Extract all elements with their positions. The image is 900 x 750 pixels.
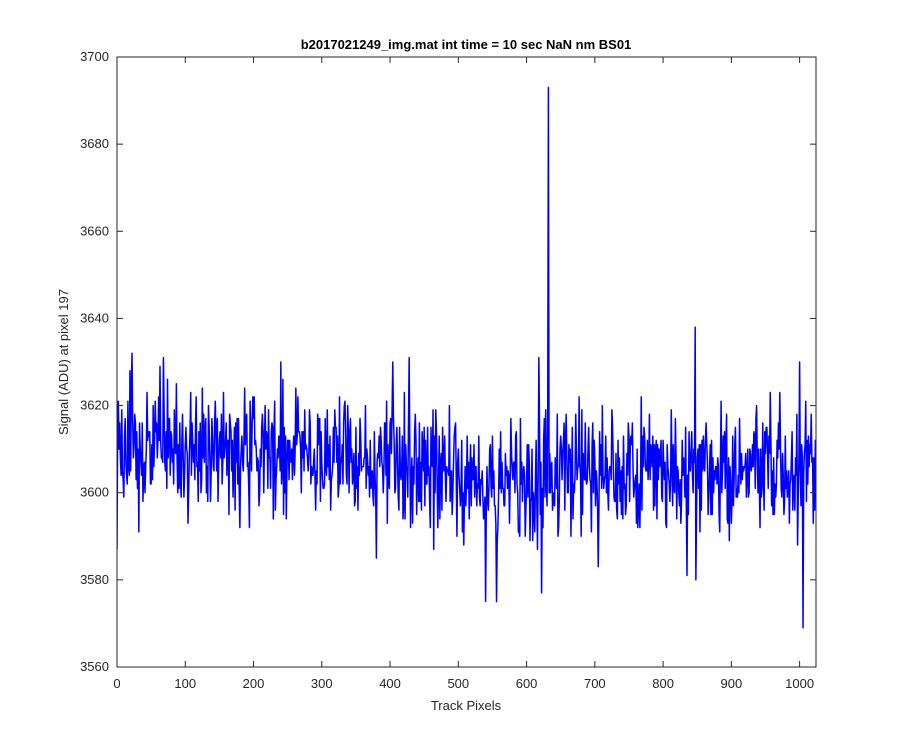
x-tick-label: 800	[652, 676, 674, 691]
x-tick-label: 300	[311, 676, 333, 691]
y-axis: 3560 3580 3600 3620 3640 3660 3680 3700	[80, 49, 816, 674]
signal-series-line	[117, 86, 816, 629]
x-tick-label: 600	[516, 676, 538, 691]
y-tick-label: 3640	[80, 310, 109, 325]
x-tick-label: 400	[379, 676, 401, 691]
y-tick-label: 3660	[80, 223, 109, 238]
y-tick-label: 3600	[80, 485, 109, 500]
plot-area	[117, 57, 816, 667]
y-tick-label: 3700	[80, 49, 109, 64]
y-tick-label: 3580	[80, 572, 109, 587]
x-tick-label: 900	[721, 676, 743, 691]
x-tick-label: 1000	[785, 676, 814, 691]
series-layer	[117, 86, 816, 629]
x-tick-label: 100	[174, 676, 196, 691]
plot-frame	[116, 56, 817, 668]
chart-title: b2017021249_img.mat int time = 10 sec Na…	[301, 37, 632, 52]
x-tick-label: 200	[243, 676, 265, 691]
x-tick-label: 500	[447, 676, 469, 691]
x-tick-label: 0	[113, 676, 120, 691]
y-axis-label: Signal (ADU) at pixel 197	[56, 289, 71, 435]
x-axis-label: Track Pixels	[431, 698, 502, 713]
y-tick-label: 3620	[80, 398, 109, 413]
x-axis: 0 100 200 300 400 500 600 700 800 900 1000	[113, 57, 814, 691]
y-tick-label: 3560	[80, 659, 109, 674]
x-tick-label: 700	[584, 676, 606, 691]
y-tick-label: 3680	[80, 136, 109, 151]
